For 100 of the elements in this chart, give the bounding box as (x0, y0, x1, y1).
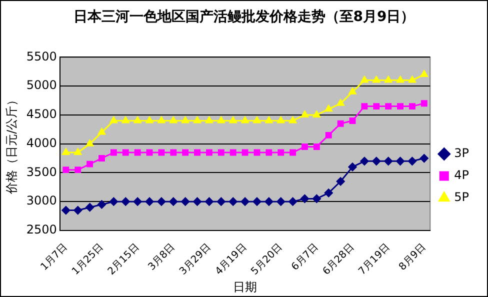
point (336, 99, 344, 106)
x-tick-label: 3月29日 (178, 242, 214, 278)
point (158, 116, 166, 124)
point (396, 76, 404, 83)
point (229, 116, 237, 124)
point (146, 149, 153, 156)
point (86, 203, 94, 212)
point (264, 197, 274, 206)
point (134, 116, 142, 124)
legend-label: 5P (454, 190, 470, 204)
point (170, 116, 178, 124)
point (241, 116, 249, 124)
point (254, 149, 260, 156)
point (240, 197, 250, 206)
point (312, 110, 320, 118)
point (277, 116, 285, 124)
x-tick-label: 6月28日 (321, 242, 356, 278)
y-tick-label: 3000 (26, 194, 57, 208)
point (228, 197, 238, 206)
point (324, 188, 333, 198)
point (348, 88, 356, 94)
point (408, 156, 416, 166)
point (230, 149, 236, 156)
point (408, 103, 416, 110)
point (193, 116, 202, 124)
point (384, 76, 392, 83)
y-tick-label: 3500 (26, 164, 57, 179)
x-tick-label: 6月7日 (290, 242, 321, 273)
point (110, 149, 117, 156)
y-tick-label: 5000 (26, 78, 57, 92)
point (218, 149, 224, 156)
point (74, 166, 82, 174)
point (360, 76, 368, 83)
point (181, 197, 190, 206)
legend-label: 3P (454, 146, 470, 160)
point (110, 116, 118, 124)
point (122, 116, 130, 124)
point (266, 149, 272, 156)
point (289, 116, 297, 124)
y-tick-label: 5500 (26, 49, 57, 64)
point (62, 206, 70, 215)
point (278, 149, 284, 156)
y-tick-label: 4500 (26, 107, 57, 122)
point (253, 116, 261, 124)
point (170, 149, 177, 156)
point (216, 197, 226, 206)
x-tick-label: 4月19日 (214, 242, 249, 278)
point (62, 166, 70, 174)
point (182, 116, 190, 124)
point (276, 197, 286, 206)
legend-label: 4P (454, 168, 470, 182)
point (408, 76, 416, 83)
point (145, 197, 154, 206)
point (98, 155, 105, 162)
point (302, 144, 308, 150)
point (324, 104, 332, 112)
x-tick-label: 3月8日 (146, 242, 178, 273)
point (361, 103, 368, 110)
x-tick-label: 7月19日 (356, 242, 392, 278)
point (360, 156, 369, 166)
point (290, 149, 296, 156)
point (420, 100, 428, 107)
point (348, 162, 357, 172)
point (204, 197, 214, 206)
point (385, 103, 392, 110)
point (74, 148, 82, 155)
point (205, 116, 213, 124)
y-tick-label: 4000 (26, 136, 57, 150)
y-axis-title: 价格（日元/公斤） (4, 94, 18, 195)
chart-title: 日本三河一色地区国产活鳗批发价格走势（至8月9日） (72, 8, 416, 27)
point (97, 200, 106, 209)
point (217, 116, 225, 124)
point (420, 154, 428, 163)
point (373, 103, 380, 110)
point (397, 103, 404, 110)
point (288, 197, 298, 206)
point (194, 149, 200, 156)
x-tick-label: 2月15日 (106, 242, 142, 278)
point (146, 116, 154, 124)
point (384, 156, 393, 166)
point (349, 118, 356, 124)
y-tick-label: 2500 (26, 222, 57, 237)
point (252, 197, 262, 206)
point (325, 132, 332, 138)
point (396, 156, 405, 166)
point (336, 177, 345, 186)
x-tick-label: 8月9日 (397, 242, 428, 273)
point (372, 156, 381, 166)
point (300, 110, 309, 118)
point (182, 149, 189, 156)
point (133, 197, 142, 206)
point (109, 197, 118, 206)
point (312, 194, 321, 203)
point (420, 70, 428, 78)
point (242, 149, 248, 156)
point (206, 149, 212, 156)
x-tick-label: 1月7日 (38, 242, 70, 273)
point (121, 197, 130, 206)
point (265, 116, 273, 124)
point (157, 197, 166, 206)
